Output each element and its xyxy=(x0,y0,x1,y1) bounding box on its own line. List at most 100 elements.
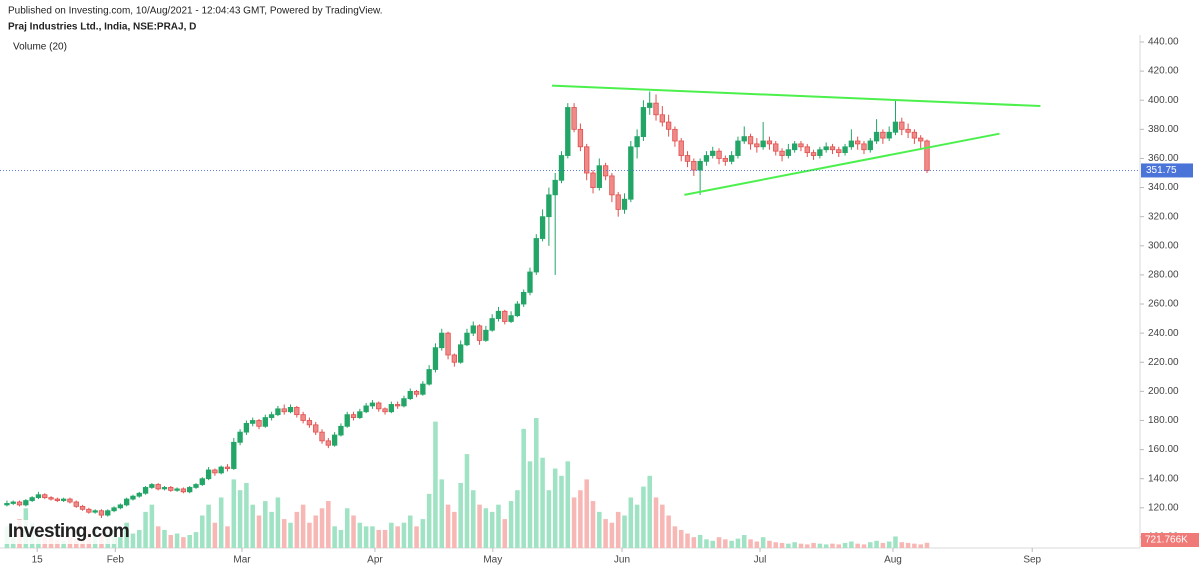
x-tick-label: Mar xyxy=(233,555,251,566)
candle-body xyxy=(804,146,810,154)
candle-body xyxy=(817,149,823,156)
candle-body xyxy=(73,501,79,507)
volume-bar xyxy=(697,535,703,548)
candle-body xyxy=(205,469,212,480)
candle-body xyxy=(873,131,880,142)
candle-body xyxy=(231,441,237,469)
volume-bar xyxy=(842,542,848,548)
candle-body xyxy=(565,107,571,156)
candle-body xyxy=(29,497,35,501)
y-tick-label: 160.00 xyxy=(1148,444,1179,455)
candle-body xyxy=(527,271,533,293)
volume-bar xyxy=(338,529,344,548)
candle-body xyxy=(773,143,779,152)
volume-bar xyxy=(225,526,230,548)
candle-body xyxy=(4,503,10,506)
candle-body xyxy=(338,425,344,436)
candle-body xyxy=(848,140,855,148)
volume-bar xyxy=(363,526,369,548)
volume-bar xyxy=(130,533,136,548)
volume-bar xyxy=(515,490,520,548)
candle-body xyxy=(130,495,136,500)
volume-bar xyxy=(281,519,287,548)
volume-bar xyxy=(458,483,463,548)
candle-body xyxy=(899,121,905,130)
volume-bar xyxy=(307,522,312,548)
candle-body xyxy=(861,143,867,151)
candle-body xyxy=(514,303,521,317)
volume-bar xyxy=(452,511,457,548)
candle-body xyxy=(710,150,716,156)
candle-body xyxy=(886,131,892,139)
candle-body xyxy=(640,107,647,138)
volume-bar xyxy=(344,508,350,548)
volume-bar xyxy=(861,544,867,548)
volume-bar xyxy=(193,532,199,548)
candle-body xyxy=(855,140,861,145)
volume-bar xyxy=(237,490,243,548)
y-tick-label: 240.00 xyxy=(1148,328,1179,339)
volume-bar xyxy=(748,539,753,548)
x-tick-label: Feb xyxy=(107,555,125,566)
overlays: 351.75 721.766K xyxy=(0,84,1199,547)
candle-body xyxy=(174,488,180,491)
candle-body xyxy=(199,478,205,485)
volume-bar xyxy=(786,543,791,548)
candle-body xyxy=(691,160,697,171)
candle-body xyxy=(10,501,16,504)
volume-bar xyxy=(370,526,375,548)
volume-bar xyxy=(313,515,318,548)
volume-bar xyxy=(489,511,495,548)
y-tick-label: 220.00 xyxy=(1148,357,1179,368)
volume-bar xyxy=(168,535,174,548)
volume-bar xyxy=(496,504,501,548)
candle-body xyxy=(363,405,369,413)
last-price-box xyxy=(1141,163,1193,178)
volume-bar xyxy=(124,522,129,548)
x-tick-label: 15 xyxy=(32,555,44,566)
volume-bar xyxy=(250,504,255,548)
candle-body xyxy=(892,121,899,133)
candle-body xyxy=(489,318,495,331)
volume-bar xyxy=(212,522,218,548)
candle-body xyxy=(728,155,735,162)
candle-body xyxy=(256,420,262,427)
candle-body xyxy=(388,404,395,413)
volume-bar xyxy=(137,529,142,548)
volume-bar xyxy=(672,526,678,548)
volume-bar xyxy=(546,490,552,548)
volume-bar xyxy=(508,501,514,548)
volume-bar xyxy=(905,542,911,548)
volume-bar xyxy=(401,522,407,548)
volume-bar xyxy=(294,511,300,548)
candle-body xyxy=(754,143,760,148)
candle-body xyxy=(722,158,729,162)
candle-body xyxy=(621,198,628,210)
candle-body xyxy=(79,505,86,510)
x-tick-label: Apr xyxy=(367,555,383,566)
volume-bar xyxy=(357,522,363,548)
candle-body xyxy=(533,238,539,273)
candle-body xyxy=(168,487,174,491)
volume-bar xyxy=(660,504,665,548)
candle-body xyxy=(918,137,924,142)
volume-bar xyxy=(880,542,886,548)
candle-body xyxy=(142,487,149,494)
candle-body xyxy=(609,175,615,196)
candle-body xyxy=(842,146,848,154)
volume-bar xyxy=(760,537,766,548)
volume-bar xyxy=(256,515,262,548)
candle-body xyxy=(344,414,350,427)
volume-bar xyxy=(729,540,734,548)
volume-bar xyxy=(552,468,558,548)
volume-bar xyxy=(767,540,772,548)
volume-bar xyxy=(773,542,779,548)
volume-bar xyxy=(433,421,438,548)
x-tick-label: Sep xyxy=(1023,555,1041,566)
volume-bar xyxy=(868,542,873,548)
volume-bar xyxy=(886,541,892,548)
candle-body xyxy=(741,136,747,142)
volume-bar xyxy=(924,542,930,548)
volume-bar xyxy=(628,497,634,548)
